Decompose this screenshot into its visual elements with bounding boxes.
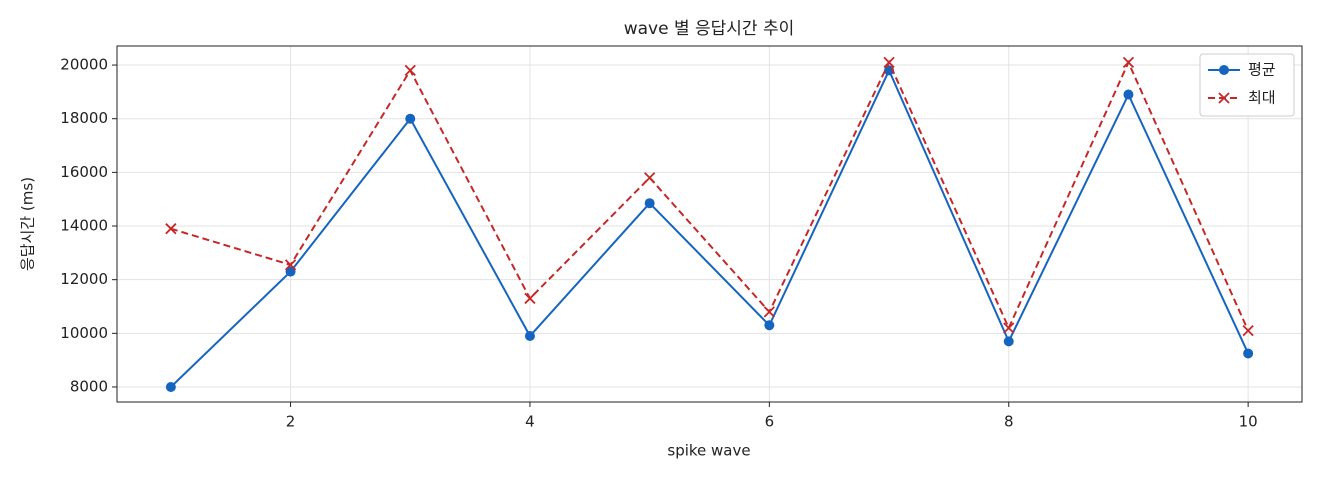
x-tick-label: 6 <box>765 413 775 431</box>
y-tick-label: 8000 <box>70 377 108 395</box>
series-line <box>170 59 1250 332</box>
chart-title: wave 별 응답시간 추이 <box>624 19 795 39</box>
point <box>763 306 775 318</box>
series-line <box>170 68 1250 388</box>
point <box>1243 348 1254 359</box>
point <box>1003 336 1014 347</box>
point <box>165 223 177 235</box>
y-tick-label: 12000 <box>60 270 108 288</box>
legend-marker <box>1219 65 1229 75</box>
point <box>524 292 536 305</box>
legend-marker <box>1218 92 1230 104</box>
y-tick-label: 20000 <box>60 56 108 74</box>
legend-label: 최대 <box>1248 89 1276 107</box>
y-tick-label: 16000 <box>60 163 108 181</box>
point <box>1242 325 1254 337</box>
point <box>524 331 535 342</box>
y-tick-label: 18000 <box>60 109 108 127</box>
point <box>404 64 416 77</box>
point <box>764 320 775 331</box>
point <box>644 172 656 184</box>
legend-box <box>1199 53 1295 117</box>
point <box>1122 56 1135 69</box>
y-tick-label: 14000 <box>60 217 108 235</box>
x-tick-label: 10 <box>1239 413 1258 431</box>
y-tick-label: 10000 <box>60 324 108 342</box>
point <box>1123 89 1134 100</box>
x-tick-label: 2 <box>286 413 296 431</box>
point <box>405 113 416 124</box>
point <box>883 56 895 69</box>
point <box>1003 322 1015 334</box>
plot-frame <box>116 45 1303 403</box>
point <box>165 381 176 392</box>
x-tick-label: 4 <box>525 413 535 431</box>
point <box>284 259 297 271</box>
point <box>285 266 296 277</box>
x-tick-label: 8 <box>1004 413 1014 431</box>
y-axis-label: 응답시간 (ms) <box>19 177 37 271</box>
legend-label: 평균 <box>1248 61 1276 79</box>
x-axis-label: spike wave <box>667 442 750 460</box>
point <box>644 198 655 209</box>
